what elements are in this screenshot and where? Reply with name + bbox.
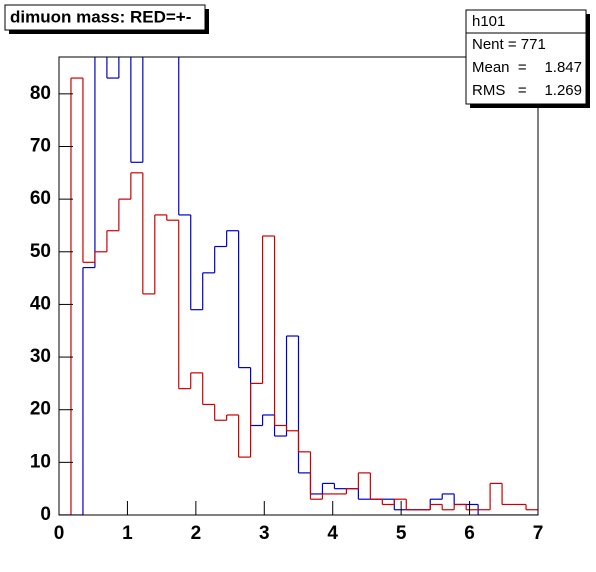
chart-title: dimuon mass: RED=+- bbox=[10, 7, 191, 26]
y-tick-label: 30 bbox=[30, 346, 51, 367]
stats-name: h101 bbox=[472, 13, 505, 30]
x-tick-label: 5 bbox=[396, 523, 407, 544]
plot-area bbox=[59, 57, 538, 515]
x-tick-label: 3 bbox=[259, 523, 270, 544]
stats-label: Mean = bbox=[472, 59, 527, 76]
y-tick-label: 0 bbox=[40, 504, 51, 525]
x-tick-label: 2 bbox=[191, 523, 202, 544]
frame bbox=[58, 56, 539, 516]
stats-entry: Nent = 771 bbox=[472, 36, 546, 53]
stats-value: 1.269 bbox=[544, 82, 582, 99]
y-tick-label: 60 bbox=[30, 188, 51, 209]
x-tick-label: 7 bbox=[533, 523, 544, 544]
x-tick-label: 1 bbox=[122, 523, 133, 544]
y-tick-label: 40 bbox=[30, 293, 51, 314]
x-tick-label: 6 bbox=[464, 523, 475, 544]
y-tick-label: 70 bbox=[30, 136, 51, 157]
x-tick-label: 4 bbox=[327, 523, 338, 544]
y-tick-label: 10 bbox=[30, 451, 51, 472]
stats-label: RMS = bbox=[472, 82, 527, 99]
title-box bbox=[4, 4, 206, 31]
y-tick-label: 20 bbox=[30, 399, 51, 420]
x-tick-label: 0 bbox=[54, 523, 65, 544]
stats-box bbox=[465, 9, 587, 105]
y-tick-label: 50 bbox=[30, 241, 51, 262]
stats-value: 1.847 bbox=[544, 59, 582, 76]
y-tick-label: 80 bbox=[30, 83, 51, 104]
